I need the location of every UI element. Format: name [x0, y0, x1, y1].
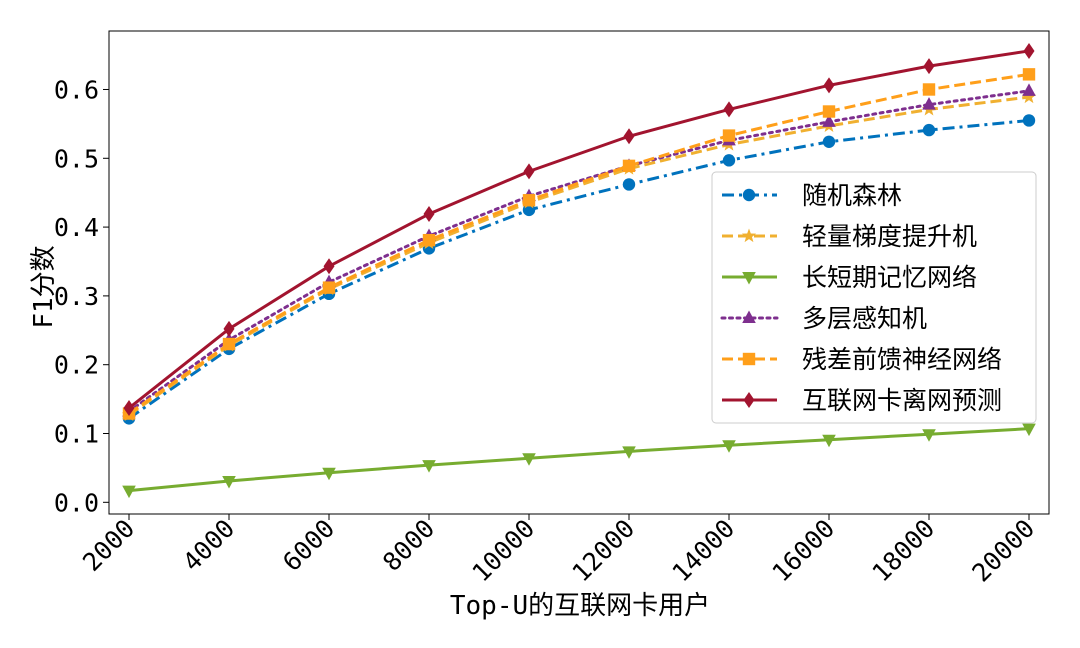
x-axis-title: Top-U的互联网卡用户	[450, 591, 710, 621]
data-point	[323, 258, 335, 275]
x-tick-label: 8000	[377, 514, 440, 577]
data-point	[222, 337, 236, 351]
data-point	[123, 400, 135, 417]
data-point	[822, 114, 836, 127]
data-point	[522, 194, 536, 207]
series-5	[122, 68, 1036, 420]
legend-marker	[743, 392, 755, 408]
data-point	[222, 475, 236, 489]
data-point	[1023, 42, 1035, 59]
plot-frame	[108, 30, 1050, 515]
legend-label: 随机森林	[802, 181, 902, 210]
x-tick-label: 2000	[77, 514, 140, 577]
y-tick-label: 0.4	[54, 213, 99, 242]
data-point	[1022, 68, 1036, 81]
legend-entry: 多层感知机	[720, 304, 927, 333]
x-tick-label: 10000	[467, 514, 541, 588]
legend-marker	[741, 228, 757, 243]
y-tick-label: 0.5	[54, 144, 99, 173]
data-point	[722, 129, 736, 142]
series-line	[127, 89, 1031, 413]
y-tick-label: 0.1	[54, 420, 99, 449]
series-line	[128, 118, 1030, 420]
x-tick-label: 20000	[967, 514, 1041, 588]
data-point	[922, 123, 936, 137]
legend-marker	[742, 272, 756, 285]
series-6	[123, 42, 1035, 417]
data-point	[422, 233, 436, 247]
data-point	[1022, 114, 1036, 127]
y-axis-title: F1分数	[29, 245, 59, 328]
data-point	[322, 281, 336, 294]
data-point	[622, 178, 636, 191]
data-point	[822, 105, 836, 118]
y-tick-label: 0.0	[54, 488, 99, 517]
data-point	[1022, 423, 1036, 437]
data-point	[923, 58, 935, 75]
legend-entry: 互联网卡离网预测	[722, 386, 1002, 415]
x-tick-label: 14000	[667, 514, 741, 588]
data-point	[623, 128, 635, 145]
data-point	[423, 206, 435, 223]
data-point	[722, 154, 736, 167]
legend-entry: 随机森林	[722, 181, 902, 210]
legend-label: 长短期记忆网络	[802, 263, 977, 292]
x-tick-label: 18000	[867, 514, 941, 588]
plot-area	[121, 42, 1037, 499]
x-tick-label: 4000	[177, 514, 240, 577]
legend-entry: 长短期记忆网络	[722, 263, 977, 292]
legend-label: 残差前馈神经网络	[802, 345, 1002, 374]
legend-frame	[711, 171, 1037, 424]
y-tick-label: 0.6	[54, 75, 99, 104]
data-point	[1022, 83, 1036, 96]
data-point	[822, 135, 836, 148]
series-line	[128, 72, 1030, 415]
data-point	[422, 460, 436, 473]
data-point	[922, 83, 936, 96]
legend-marker	[742, 188, 756, 202]
data-point	[522, 453, 536, 466]
data-point	[722, 440, 736, 453]
legend-marker	[742, 352, 756, 366]
data-point	[322, 467, 336, 481]
data-point	[823, 77, 835, 94]
x-tick-label: 16000	[767, 514, 841, 588]
data-point	[223, 320, 235, 337]
data-point	[622, 159, 636, 173]
data-point	[523, 163, 535, 180]
data-point	[122, 485, 136, 499]
data-point	[822, 434, 836, 448]
data-point	[922, 97, 936, 110]
series-line	[128, 49, 1030, 410]
y-tick-label: 0.2	[54, 351, 99, 380]
series-3	[122, 423, 1036, 499]
legend-label: 互联网卡离网预测	[802, 386, 1002, 415]
x-tick-label: 12000	[567, 514, 641, 588]
legend-label: 轻量梯度提升机	[802, 222, 977, 251]
data-point	[1021, 89, 1037, 104]
x-tick-label: 6000	[277, 514, 340, 577]
series-line	[128, 427, 1030, 493]
legend-entry: 残差前馈神经网络	[722, 345, 1002, 374]
y-tick-label: 0.3	[54, 282, 99, 311]
data-point	[622, 446, 636, 459]
data-point	[922, 429, 936, 442]
data-point	[723, 101, 735, 118]
legend-label: 多层感知机	[802, 304, 927, 333]
legend-entry: 轻量梯度提升机	[722, 222, 977, 251]
legend-marker	[742, 310, 756, 323]
